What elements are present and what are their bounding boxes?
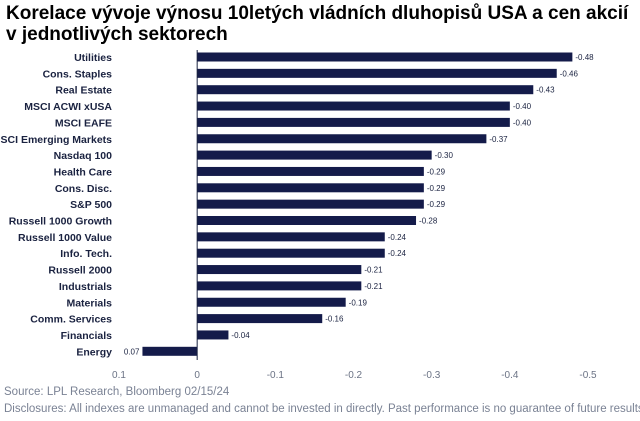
x-tick-label: -0.3 [423, 370, 441, 381]
value-label-industrials: -0.21 [364, 282, 383, 291]
value-label-health-care: -0.29 [427, 167, 446, 176]
chart-title: Korelace vývoje výnosu 10letých vládních… [6, 3, 629, 45]
category-labels-group: Utilities Cons. Staples Real Estate MSCI AC… [0, 52, 112, 358]
value-label-russell-2000: -0.21 [364, 266, 383, 275]
value-label-info-tech: -0.24 [388, 249, 407, 258]
bar-real-estate [197, 85, 534, 95]
bar-msci-acwi-xusa [197, 101, 510, 111]
category-label-materials: Materials [66, 297, 112, 309]
value-label-energy: 0.07 [124, 347, 140, 356]
value-label-msci-eafe: -0.40 [513, 118, 532, 127]
category-label-industrials: Industrials [59, 281, 112, 293]
bar-energy [142, 346, 198, 356]
bar-msci-eafe [197, 117, 510, 127]
bar-chart: Utilities Cons. Staples Real Estate MSCI AC… [0, 50, 597, 381]
category-label-health-care: Health Care [54, 166, 113, 178]
category-label-financials: Financials [61, 330, 113, 342]
category-label-msci-emerging-markets: MSCI Emerging Markets [0, 134, 112, 146]
bar-msci-emerging-markets [197, 134, 487, 144]
value-label-materials: -0.19 [349, 298, 368, 307]
category-label-utilities: Utilities [74, 52, 112, 64]
bar-info-tech [197, 248, 385, 258]
bar-industrials [197, 281, 362, 291]
value-label-russell-1000-value: -0.24 [388, 233, 407, 242]
bar-financials [197, 330, 229, 340]
value-label-sandp-500: -0.29 [427, 200, 446, 209]
value-label-financials: -0.04 [231, 331, 250, 340]
x-tick-label: 0 [194, 370, 200, 381]
value-label-msci-acwi-xusa: -0.40 [513, 102, 532, 111]
category-label-russell-1000-value: Russell 1000 Value [18, 232, 112, 244]
category-label-energy: Energy [76, 346, 112, 358]
bar-utilities [197, 52, 573, 62]
bar-comm-services [197, 314, 323, 324]
x-tick-label: 0.1 [112, 370, 126, 381]
bar-cons-disc [197, 183, 424, 193]
category-label-cons-staples: Cons. Staples [43, 68, 113, 80]
category-label-info-tech: Info. Tech. [60, 248, 112, 260]
category-label-msci-eafe: MSCI EAFE [55, 117, 112, 129]
value-labels-group: -0.48 -0.46 -0.43 -0.40 -0.40 -0.37 -0.30 -0.29… [124, 53, 594, 356]
disclosure-note: Disclosures: All indexes are unmanaged a… [4, 403, 640, 415]
x-tick-label: -0.5 [579, 370, 597, 381]
category-label-comm-services: Comm. Services [30, 314, 112, 326]
value-label-real-estate: -0.43 [536, 86, 555, 95]
category-label-nasdaq-100: Nasdaq 100 [54, 150, 113, 162]
bar-russell-1000-value [197, 232, 385, 242]
category-label-real-estate: Real Estate [55, 85, 112, 97]
category-label-russell-1000-growth: Russell 1000 Growth [9, 216, 112, 228]
x-tick-labels-group: 0.1 0 -0.1 -0.2 -0.3 -0.4 -0.5 [112, 370, 597, 381]
bar-cons-staples [197, 68, 557, 78]
value-label-utilities: -0.48 [575, 53, 594, 62]
x-tick-label: -0.4 [501, 370, 519, 381]
value-label-cons-disc: -0.29 [427, 184, 446, 193]
value-label-cons-staples: -0.46 [560, 69, 579, 78]
category-label-sandp-500: S&P 500 [70, 199, 112, 211]
bar-nasdaq-100 [197, 150, 432, 160]
value-label-russell-1000-growth: -0.28 [419, 217, 438, 226]
x-tick-label: -0.2 [345, 370, 363, 381]
bar-materials [197, 297, 346, 307]
bars-group [142, 52, 573, 356]
category-label-russell-2000: Russell 2000 [48, 265, 112, 277]
bar-health-care [197, 166, 424, 176]
value-label-comm-services: -0.16 [325, 315, 344, 324]
x-tick-label: -0.1 [267, 370, 285, 381]
value-label-msci-emerging-markets: -0.37 [489, 135, 508, 144]
bar-russell-2000 [197, 265, 362, 275]
bar-sandp-500 [197, 199, 424, 209]
value-label-nasdaq-100: -0.30 [435, 151, 454, 160]
category-label-msci-acwi-xusa: MSCI ACWI xUSA [24, 101, 112, 113]
source-note: Source: LPL Research, Bloomberg 02/15/24 [4, 386, 230, 398]
category-label-cons-disc: Cons. Disc. [55, 183, 112, 195]
bar-russell-1000-growth [197, 216, 417, 225]
